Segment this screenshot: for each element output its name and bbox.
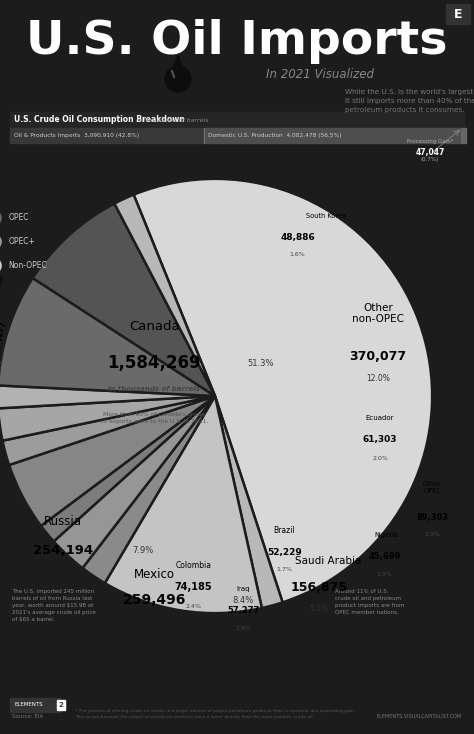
Text: Processing Gain*: Processing Gain* <box>407 139 453 144</box>
Wedge shape <box>82 396 215 583</box>
Wedge shape <box>105 396 262 613</box>
Text: ELEMENTS.VISUALCAPITALIST.COM: ELEMENTS.VISUALCAPITALIST.COM <box>377 713 462 719</box>
Text: 89,303: 89,303 <box>416 513 448 522</box>
Text: 254,194: 254,194 <box>33 544 93 556</box>
Text: 61,303: 61,303 <box>363 435 397 444</box>
Text: Iraq: Iraq <box>237 586 250 592</box>
Bar <box>10 698 60 712</box>
Text: 1,584,269: 1,584,269 <box>108 355 201 372</box>
Text: 2: 2 <box>59 702 64 708</box>
Text: Other
OPEC: Other OPEC <box>423 481 442 494</box>
Text: ELEMENTS: ELEMENTS <box>15 702 44 708</box>
Text: E: E <box>454 7 462 21</box>
Wedge shape <box>114 195 215 396</box>
Text: 370,077: 370,077 <box>349 350 406 363</box>
Bar <box>461 128 466 143</box>
Text: (0.7%): (0.7%) <box>421 156 439 161</box>
Text: South Korea: South Korea <box>306 213 346 219</box>
Text: 2.4%: 2.4% <box>185 604 201 609</box>
Text: U.S. Crude Oil Consumption Breakdown: U.S. Crude Oil Consumption Breakdown <box>14 115 185 125</box>
Text: 5.1%: 5.1% <box>310 604 329 614</box>
Text: Non-OPEC: Non-OPEC <box>9 261 47 270</box>
Text: 51.3%: 51.3% <box>247 359 274 368</box>
FancyBboxPatch shape <box>446 4 470 24</box>
Text: 74,185: 74,185 <box>174 582 212 592</box>
Text: in thousands of barrels: in thousands of barrels <box>109 387 200 393</box>
Text: 2.9%: 2.9% <box>424 532 440 537</box>
Text: 48,177: 48,177 <box>0 320 8 351</box>
Text: 45,699: 45,699 <box>368 552 401 562</box>
Text: While the U.S. is the world's largest oil producer,
it still imports more than 4: While the U.S. is the world's largest oi… <box>345 89 474 113</box>
Wedge shape <box>2 396 215 465</box>
Circle shape <box>0 234 1 250</box>
Wedge shape <box>134 179 432 603</box>
Text: 7.9%: 7.9% <box>133 545 154 555</box>
Text: Brazil: Brazil <box>273 526 295 535</box>
Wedge shape <box>0 385 215 408</box>
Bar <box>10 128 204 143</box>
Text: 8.4%: 8.4% <box>232 595 254 605</box>
Text: 48,886: 48,886 <box>280 233 315 242</box>
Bar <box>204 128 461 143</box>
Text: The U.S. imported 245 million
barrels of oil from Russia last
year, worth around: The U.S. imported 245 million barrels of… <box>12 589 96 622</box>
Text: Colombia: Colombia <box>175 561 211 570</box>
Text: 57,277: 57,277 <box>227 606 259 616</box>
Wedge shape <box>0 278 215 396</box>
Text: More than 90% of Canada's crude
oil exports went to the U.S. in 2021.: More than 90% of Canada's crude oil expo… <box>100 412 209 424</box>
Text: 1.9%: 1.9% <box>235 626 251 631</box>
Text: OPEC: OPEC <box>9 214 29 222</box>
Text: U.S. Oil Imports: U.S. Oil Imports <box>26 18 448 64</box>
Text: Canada: Canada <box>129 320 180 333</box>
Wedge shape <box>33 203 215 396</box>
Circle shape <box>0 211 1 225</box>
Polygon shape <box>173 55 183 69</box>
Text: Netherlands: Netherlands <box>0 272 5 311</box>
Text: 1.7%: 1.7% <box>276 567 292 573</box>
Text: 1.5%: 1.5% <box>376 572 392 577</box>
Text: Around 11% of U.S.
crude oil and petroleum
product imports are from
OPEC member : Around 11% of U.S. crude oil and petrole… <box>335 589 404 615</box>
Text: Russia: Russia <box>44 515 82 528</box>
Text: 1.6%: 1.6% <box>290 252 305 258</box>
Text: Oil & Products Imports  3,090,910 (42.8%): Oil & Products Imports 3,090,910 (42.8%) <box>14 133 139 138</box>
Wedge shape <box>0 396 215 440</box>
Wedge shape <box>41 396 215 542</box>
Text: In 2021 Visualized: In 2021 Visualized <box>266 68 374 81</box>
Text: 52,229: 52,229 <box>267 548 302 557</box>
Text: Mexico: Mexico <box>134 567 175 581</box>
Text: * The process of refining crude oil results in a larger volume of output petrole: * The process of refining crude oil resu… <box>75 709 355 719</box>
Text: OPEC+: OPEC+ <box>9 237 36 247</box>
Text: 47,047: 47,047 <box>415 148 445 156</box>
Text: Source: EIA: Source: EIA <box>12 713 43 719</box>
Text: 156,875: 156,875 <box>291 581 348 594</box>
Wedge shape <box>54 396 215 568</box>
Text: Nigeria: Nigeria <box>374 532 399 538</box>
Text: Other
non-OPEC: Other non-OPEC <box>352 302 404 324</box>
Wedge shape <box>9 396 215 526</box>
Text: 12.0%: 12.0% <box>366 374 390 383</box>
Text: 259,496: 259,496 <box>122 593 186 607</box>
Wedge shape <box>215 396 283 608</box>
Circle shape <box>165 66 191 92</box>
Bar <box>57 700 65 710</box>
Text: Domestic U.S. Production  4,082,478 (56.5%): Domestic U.S. Production 4,082,478 (56.5… <box>208 133 342 138</box>
Text: 2.0%: 2.0% <box>372 457 388 462</box>
Circle shape <box>0 258 1 273</box>
Bar <box>10 112 464 128</box>
Text: 1.5%: 1.5% <box>0 357 4 374</box>
Text: Ecuador: Ecuador <box>366 415 394 421</box>
Text: in thousands of barrels: in thousands of barrels <box>134 117 209 123</box>
Text: Saudi Arabia: Saudi Arabia <box>295 556 361 566</box>
